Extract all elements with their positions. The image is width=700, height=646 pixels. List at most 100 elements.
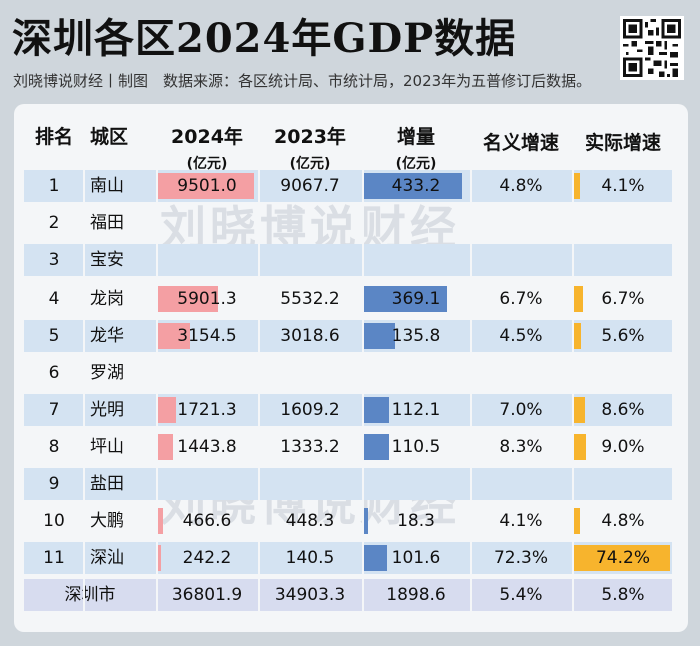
gdp-2024-cell: 5901.3 bbox=[177, 289, 237, 309]
rank-cell: 4 bbox=[48, 289, 60, 309]
rank-cell: 9 bbox=[48, 474, 60, 494]
header-real-growth: 实际增速 bbox=[584, 132, 661, 154]
column-divider bbox=[362, 170, 364, 612]
city-cell: 宝安 bbox=[90, 250, 124, 270]
nominal-growth-cell: 4.8% bbox=[499, 176, 543, 196]
rank-cell: 1 bbox=[48, 176, 60, 196]
gdp-2023-cell: 448.3 bbox=[285, 511, 335, 531]
gdp-2024-bar bbox=[158, 545, 161, 571]
real-growth-cell: 6.7% bbox=[601, 289, 645, 309]
gdp-2023-cell bbox=[260, 207, 360, 239]
nominal-growth-cell: 4.5% bbox=[499, 326, 543, 346]
header-rank: 排名 bbox=[34, 126, 73, 148]
city-cell: 龙华 bbox=[90, 326, 124, 346]
column-divider bbox=[572, 170, 574, 612]
increase-bar bbox=[364, 173, 462, 199]
column-divider bbox=[83, 170, 85, 612]
real-growth-bar bbox=[574, 434, 586, 460]
nominal-growth-cell: 8.3% bbox=[499, 437, 543, 457]
real-growth-cell: 4.8% bbox=[601, 511, 645, 531]
rank-cell: 7 bbox=[48, 400, 60, 420]
gdp-2023-cell bbox=[260, 357, 360, 389]
header-city: 城区 bbox=[90, 126, 129, 148]
header-increase-label: 增量 bbox=[396, 126, 435, 148]
city-cell: 福田 bbox=[90, 213, 124, 233]
increase-cell: 433.2 bbox=[391, 176, 441, 196]
table-row: 11 深汕 242.2 140.5 101.6 72.3% 74.2% bbox=[24, 542, 672, 574]
gdp-2024-bar bbox=[158, 173, 254, 199]
real-growth-bar bbox=[574, 323, 581, 349]
increase-bar bbox=[364, 434, 389, 460]
gdp-2024-bar bbox=[158, 397, 176, 423]
increase-bar bbox=[364, 508, 368, 534]
increase-bar bbox=[364, 545, 387, 571]
gdp-2023-cell bbox=[260, 468, 360, 500]
total-nominal-growth-cell: 5.4% bbox=[499, 585, 543, 605]
total-gdp-2023-cell: 34903.3 bbox=[274, 585, 346, 605]
increase-cell: 135.8 bbox=[391, 326, 441, 346]
nominal-growth-cell bbox=[472, 207, 570, 239]
gdp-2024-cell bbox=[158, 357, 256, 389]
rank-cell: 6 bbox=[48, 363, 60, 383]
rank-cell: 5 bbox=[48, 326, 60, 346]
total-real-growth-cell: 5.8% bbox=[601, 585, 645, 605]
real-growth-cell: 9.0% bbox=[601, 437, 645, 457]
column-divider bbox=[470, 170, 472, 612]
nominal-growth-cell: 4.1% bbox=[499, 511, 543, 531]
city-cell: 盐田 bbox=[90, 474, 124, 494]
gdp-2023-cell: 3018.6 bbox=[280, 326, 340, 346]
increase-bar bbox=[364, 323, 395, 349]
table-row: 8 坪山 1443.8 1333.2 110.5 8.3% 9.0% bbox=[24, 431, 672, 463]
gdp-2024-cell: 9501.0 bbox=[177, 176, 237, 196]
header-2024-label: 2024年 bbox=[171, 126, 243, 148]
increase-cell: 18.3 bbox=[397, 511, 435, 531]
qr-code-icon bbox=[620, 16, 684, 80]
nominal-growth-cell: 6.7% bbox=[499, 289, 543, 309]
table-row: 3 宝安 bbox=[24, 244, 672, 276]
real-growth-bar bbox=[574, 173, 580, 199]
gdp-2024-cell: 3154.5 bbox=[177, 326, 237, 346]
nominal-growth-cell: 7.0% bbox=[499, 400, 543, 420]
gdp-2024-cell: 1721.3 bbox=[177, 400, 237, 420]
header-increase: 增量 (亿元) bbox=[364, 122, 468, 173]
table-row: 10 大鹏 466.6 448.3 18.3 4.1% 4.8% bbox=[24, 505, 672, 537]
increase-bar bbox=[364, 286, 447, 312]
table-row: 6 罗湖 bbox=[24, 357, 672, 389]
gdp-2024-cell: 1443.8 bbox=[177, 437, 237, 457]
table-row: 5 龙华 3154.5 3018.6 135.8 4.5% 5.6% bbox=[24, 320, 672, 352]
gdp-2024-bar bbox=[158, 323, 190, 349]
city-cell: 罗湖 bbox=[90, 363, 124, 383]
total-city-cell: 深圳市 bbox=[64, 585, 116, 605]
table-row: 9 盐田 bbox=[24, 468, 672, 500]
gdp-2023-cell: 140.5 bbox=[285, 548, 335, 568]
gdp-2023-cell: 1333.2 bbox=[280, 437, 340, 457]
gdp-2024-bar bbox=[158, 508, 163, 534]
gdp-2024-cell bbox=[158, 207, 256, 239]
nominal-growth-cell bbox=[472, 357, 570, 389]
increase-cell bbox=[364, 207, 468, 239]
table-row: 1 南山 9501.0 9067.7 433.2 4.8% 4.1% bbox=[24, 170, 672, 202]
header-nominal-growth: 名义增速 bbox=[482, 132, 559, 154]
increase-cell: 110.5 bbox=[391, 437, 441, 457]
gdp-2024-bar bbox=[158, 434, 173, 460]
gdp-2023-cell: 9067.7 bbox=[280, 176, 340, 196]
real-growth-cell bbox=[574, 357, 672, 389]
gdp-2024-cell: 466.6 bbox=[182, 511, 232, 531]
increase-cell: 112.1 bbox=[391, 400, 441, 420]
gdp-2023-cell bbox=[260, 244, 360, 276]
header-2024: 2024年 (亿元) bbox=[158, 122, 256, 173]
gdp-2024-bar bbox=[158, 286, 218, 312]
column-divider bbox=[156, 170, 158, 612]
page-subtitle: 刘晓博说财经丨制图 数据来源：各区统计局、市统计局，2023年为五普修订后数据。 bbox=[13, 72, 592, 90]
real-growth-bar bbox=[574, 286, 583, 312]
city-cell: 坪山 bbox=[90, 437, 124, 457]
city-cell: 深汕 bbox=[90, 548, 124, 568]
city-cell: 光明 bbox=[90, 400, 124, 420]
rank-cell: 10 bbox=[43, 511, 65, 531]
nominal-growth-cell bbox=[472, 468, 570, 500]
page-title: 深圳各区2024年GDP数据 bbox=[12, 15, 517, 62]
increase-cell: 101.6 bbox=[391, 548, 441, 568]
gdp-2023-cell: 5532.2 bbox=[280, 289, 340, 309]
rank-cell: 11 bbox=[43, 548, 65, 568]
column-divider bbox=[258, 170, 260, 612]
